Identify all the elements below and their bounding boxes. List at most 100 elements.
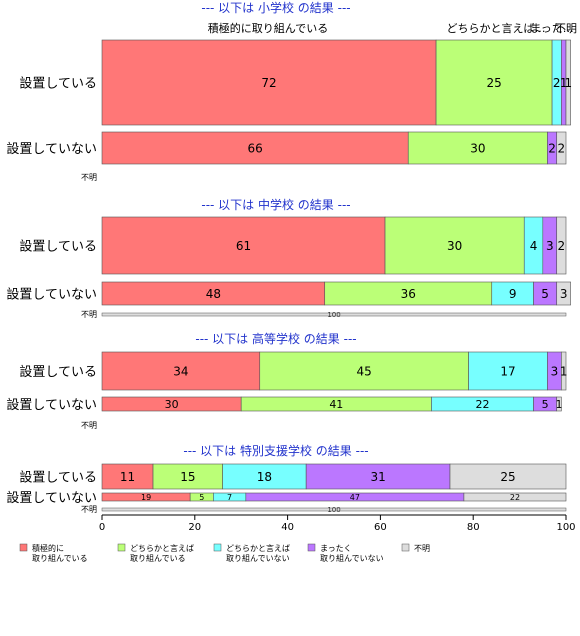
row-label: 設置していない (6, 141, 97, 157)
data-label: 2 (558, 239, 566, 253)
top-label: どちらかと言えば… (447, 22, 546, 35)
data-label: 34 (173, 365, 188, 379)
unknown-row-label: 不明 (81, 173, 97, 182)
data-label: 72 (261, 76, 276, 90)
legend-swatch (213, 543, 222, 552)
bar-segment (463, 492, 567, 502)
bar-segment (565, 39, 571, 126)
legend-label: 積極的に (32, 543, 64, 553)
bar-segment (384, 216, 525, 275)
row-label: 設置している (19, 470, 97, 486)
row-label: 設置している (19, 364, 97, 380)
legend-label: 取り組んでいない (226, 553, 290, 563)
bar-segment (101, 463, 154, 490)
unknown-data-label: 100 (327, 311, 340, 319)
bar-segment (449, 463, 567, 490)
legend-label: まったく (320, 544, 352, 553)
row-label: 設置していない (6, 287, 97, 303)
x-tick-label: 40 (281, 522, 294, 533)
group-title: --- 以下は 特別支援学校 の結果 --- (183, 443, 368, 458)
legend-swatch (19, 543, 28, 552)
bar-segment (305, 463, 451, 490)
top-label: 不明 (555, 22, 577, 35)
x-tick-label: 20 (188, 522, 201, 533)
bar-segment (468, 351, 548, 391)
data-label: 2 (548, 142, 556, 156)
data-label: 15 (180, 470, 195, 484)
legend-label: 取り組んでいない (320, 553, 384, 563)
bar-segment (101, 216, 386, 275)
data-label: 2 (553, 76, 561, 90)
bar-segment (407, 131, 548, 165)
data-label: 1 (556, 398, 563, 411)
data-label: 7 (227, 493, 232, 502)
data-label: 31 (370, 470, 385, 484)
row-label: 設置していない (6, 397, 97, 413)
top-label: まった… (530, 22, 574, 35)
legend-label: 取り組んでいる (32, 553, 88, 563)
data-label: 1 (560, 365, 568, 379)
data-label: 9 (509, 287, 517, 301)
bar-segment (259, 351, 469, 391)
data-label: 45 (357, 365, 372, 379)
data-label: 30 (165, 398, 179, 411)
data-label: 30 (470, 142, 485, 156)
data-label: 2 (558, 142, 566, 156)
data-label: 22 (475, 398, 489, 411)
data-label: 22 (510, 493, 520, 502)
bar-segment (556, 281, 571, 306)
unknown-row-label: 不明 (81, 310, 97, 319)
data-label: 66 (247, 142, 262, 156)
legend-label: どちらかと言えば (226, 543, 290, 553)
unknown-data-label: 100 (327, 506, 340, 514)
data-label: 11 (120, 470, 135, 484)
data-label: 48 (206, 287, 221, 301)
x-tick-label: 0 (99, 522, 105, 533)
data-label: 18 (257, 470, 272, 484)
unknown-bar (101, 507, 567, 512)
bar-segment (101, 131, 409, 165)
legend-label: 不明 (414, 544, 430, 553)
unknown-row-label: 不明 (81, 421, 97, 430)
row-label: 設置している (19, 239, 97, 255)
row-label: 設置していない (6, 490, 97, 506)
x-tick-label: 60 (374, 522, 387, 533)
data-label: 1 (560, 76, 568, 90)
data-label: 1 (564, 76, 572, 90)
x-tick-label: 100 (556, 522, 575, 533)
unknown-row-label: 不明 (81, 505, 97, 514)
bar-segment (101, 39, 437, 126)
data-label: 61 (236, 239, 251, 253)
legend-label: どちらかと言えば (130, 543, 194, 553)
data-label: 5 (199, 493, 204, 502)
data-label: 4 (530, 239, 538, 253)
row-label: 設置している (19, 76, 97, 92)
data-label: 30 (447, 239, 462, 253)
top-label: 積極的に取り組んでいる (208, 21, 328, 35)
legend-swatch (307, 543, 316, 552)
bar-segment (556, 396, 562, 412)
bar-segment (561, 351, 567, 391)
x-tick-label: 80 (467, 522, 480, 533)
bar-segment (152, 463, 223, 490)
data-label: 25 (486, 76, 501, 90)
bar-segment (222, 463, 307, 490)
data-label: 47 (350, 493, 360, 502)
data-label: 3 (560, 287, 568, 301)
legend-swatch (117, 543, 126, 552)
data-label: 5 (541, 287, 549, 301)
legend-swatch (401, 543, 410, 552)
group-title: --- 以下は 中学校 の結果 --- (201, 197, 350, 212)
data-label: 41 (329, 398, 343, 411)
bar-segment (101, 351, 261, 391)
bar-segment (556, 131, 567, 165)
data-label: 36 (401, 287, 416, 301)
legend-label: 取り組んでいる (130, 553, 186, 563)
data-label: 3 (551, 365, 559, 379)
group-title: --- 以下は 小学校 の結果 --- (201, 0, 350, 15)
data-label: 25 (500, 470, 515, 484)
group-title: --- 以下は 高等学校 の結果 --- (195, 331, 356, 346)
bar-segment (556, 216, 567, 275)
data-label: 19 (141, 493, 151, 502)
